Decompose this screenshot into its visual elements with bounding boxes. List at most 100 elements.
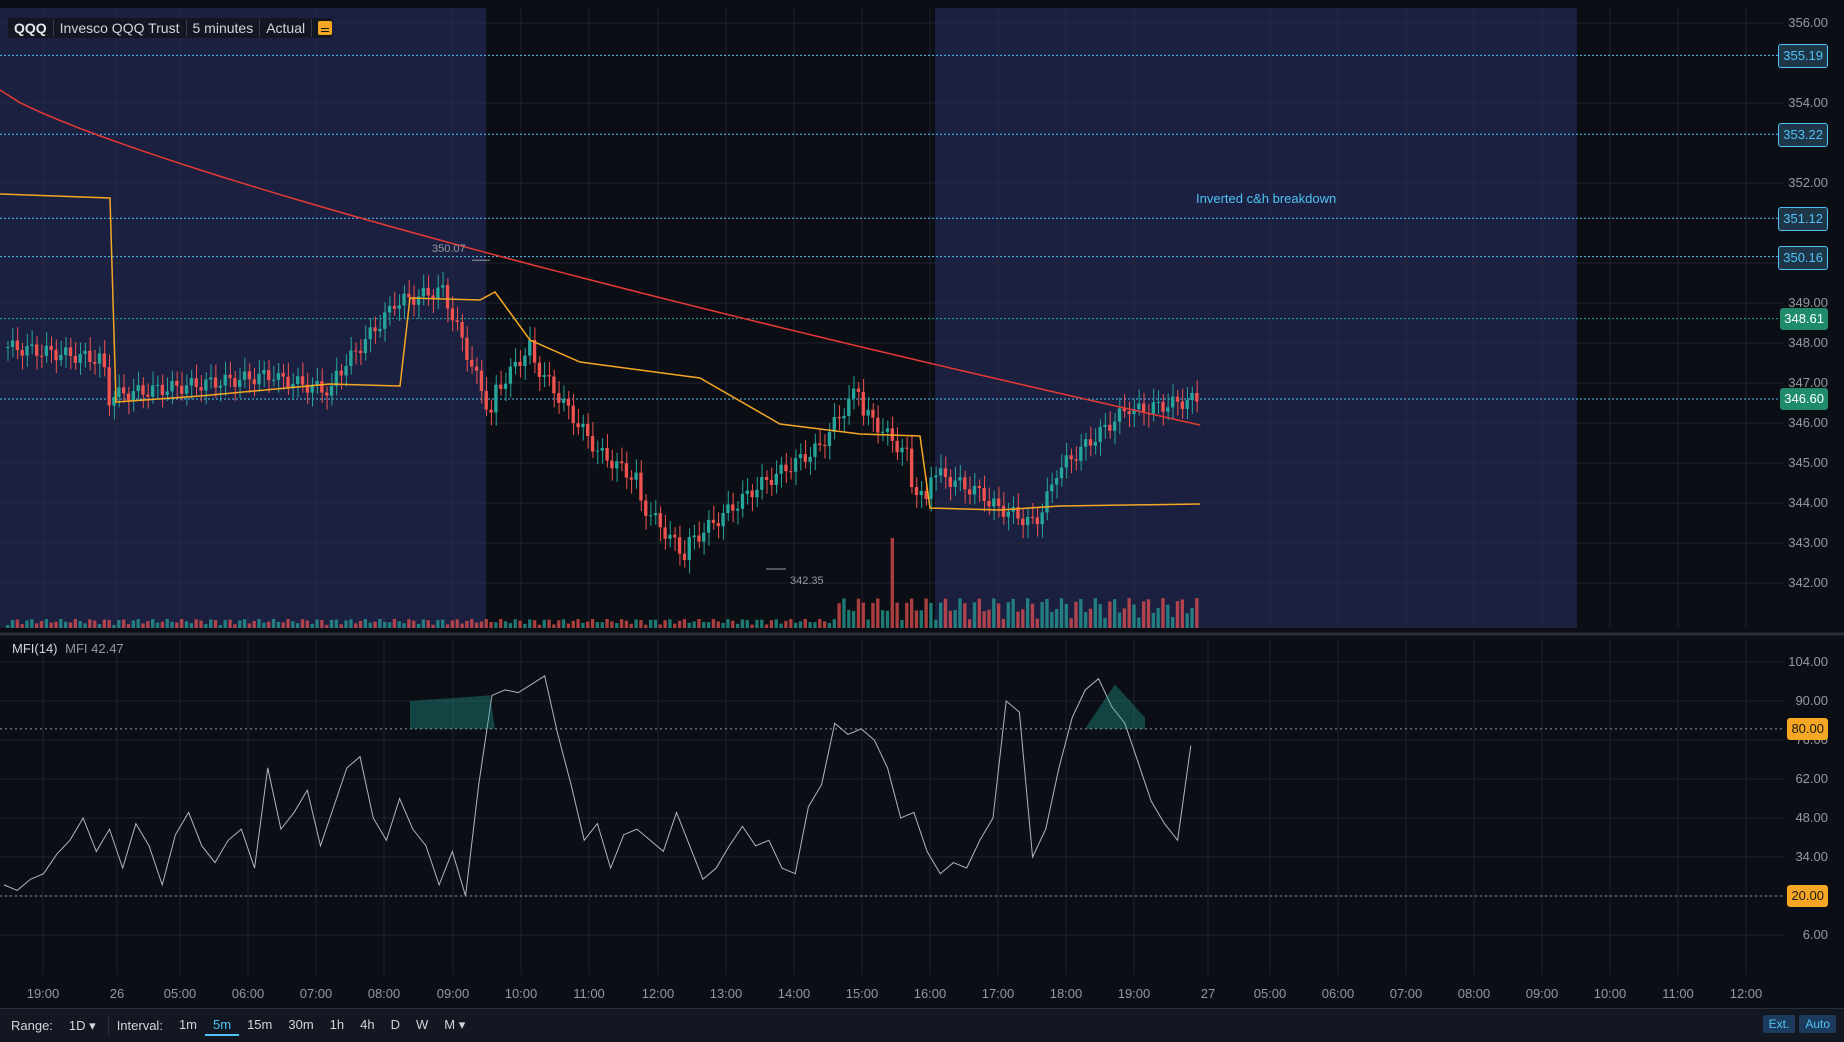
range-select[interactable]: 1D ▾ xyxy=(68,1017,96,1033)
volume-bar xyxy=(151,619,155,628)
volume-bar xyxy=(126,624,131,628)
chart-canvas[interactable] xyxy=(0,0,1844,1008)
volume-bar xyxy=(450,620,455,628)
interval-button-m[interactable]: M ▾ xyxy=(444,1017,466,1032)
volume-bar xyxy=(697,619,701,628)
volume-bar xyxy=(605,619,609,628)
interval-button-15m[interactable]: 15m xyxy=(247,1017,273,1032)
price-level-tag[interactable]: 353.22 xyxy=(1778,123,1828,148)
candle-body xyxy=(436,287,440,300)
candle-body xyxy=(242,371,247,380)
time-tick-label: 14:00 xyxy=(777,986,811,1001)
candle-body xyxy=(78,353,82,363)
volume-bar xyxy=(876,598,880,628)
adjustment-label[interactable]: Actual xyxy=(260,19,313,37)
interval-button-w[interactable]: W xyxy=(415,1017,429,1032)
time-tick-label: 05:00 xyxy=(1253,986,1287,1001)
candle-body xyxy=(6,347,10,348)
interval-label[interactable]: 5 minutes xyxy=(187,19,261,37)
volume-bar xyxy=(368,622,372,628)
volume-bar xyxy=(789,619,793,628)
volume-bar xyxy=(97,624,102,628)
interval-button-5m[interactable]: 5m xyxy=(205,1015,240,1036)
candle-body xyxy=(977,485,981,488)
candle-body xyxy=(644,500,648,516)
volume-bar xyxy=(919,610,923,628)
price-level-tag[interactable]: 350.16 xyxy=(1778,245,1828,270)
interval-button-4h[interactable]: 4h xyxy=(360,1017,375,1032)
candle-body xyxy=(677,537,682,554)
candle-body xyxy=(1006,511,1010,517)
interval-button-30m[interactable]: 30m xyxy=(288,1017,314,1032)
price-level-tag[interactable]: 355.19 xyxy=(1778,44,1828,69)
time-tick-label: 15:00 xyxy=(845,986,879,1001)
candle-body xyxy=(112,397,116,406)
candle-body xyxy=(262,370,266,374)
candle-body xyxy=(745,490,749,494)
candle-body xyxy=(803,454,807,462)
volume-bar xyxy=(257,619,261,628)
time-tick-label: 06:00 xyxy=(231,986,265,1001)
candle-body xyxy=(170,380,174,392)
toolbar-divider xyxy=(107,1015,109,1036)
volume-bar xyxy=(711,619,716,628)
volume-bar xyxy=(542,619,546,628)
candle-body xyxy=(716,523,720,527)
candle-body xyxy=(136,385,140,392)
candle-body xyxy=(189,378,194,386)
candle-body xyxy=(769,479,774,485)
time-tick-label: 17:00 xyxy=(981,986,1015,1001)
volume-bar xyxy=(189,623,194,628)
volume-bar xyxy=(494,622,498,628)
volume-bar xyxy=(1195,598,1199,628)
flag-icon[interactable] xyxy=(318,21,333,35)
candle-body xyxy=(673,534,677,538)
candle-body xyxy=(320,381,324,393)
symbol-name[interactable]: QQQ xyxy=(8,19,54,37)
candle-body xyxy=(518,361,522,367)
candle-body xyxy=(581,423,585,428)
volume-bar xyxy=(271,619,276,628)
candle-body xyxy=(450,308,455,321)
symbol-legend: QQQ Invesco QQQ Trust 5 minutes Actual xyxy=(8,18,333,38)
volume-bar xyxy=(755,619,759,628)
volume-bar xyxy=(484,619,488,628)
candle-body xyxy=(358,350,363,354)
volume-bar xyxy=(856,598,861,628)
interval-button-d[interactable]: D xyxy=(390,1017,400,1032)
candle-body xyxy=(378,328,382,332)
candle-body xyxy=(1161,401,1165,412)
mfi-name[interactable]: MFI(14) xyxy=(12,641,58,656)
candle-body xyxy=(325,392,329,396)
price-level-tag[interactable]: 348.61 xyxy=(1780,307,1828,330)
volume-bar xyxy=(470,619,474,628)
ext-button[interactable]: Ext. xyxy=(1762,1015,1796,1033)
volume-bar xyxy=(1190,607,1194,628)
volume-bar xyxy=(349,619,353,628)
candle-body xyxy=(871,409,875,418)
candle-body xyxy=(315,381,319,385)
time-tick-label: 08:00 xyxy=(367,986,401,1001)
volume-bar xyxy=(160,621,165,628)
candle-body xyxy=(934,475,938,478)
mfi-level-tag[interactable]: 20.00 xyxy=(1787,885,1828,907)
price-level-tag[interactable]: 346.60 xyxy=(1780,388,1828,410)
chart-annotation[interactable]: Inverted c&h breakdown xyxy=(1196,191,1337,206)
interval-button-1h[interactable]: 1h xyxy=(329,1017,345,1032)
candle-body xyxy=(421,287,426,297)
candle-body xyxy=(494,384,498,413)
candle-body xyxy=(813,443,817,457)
candle-body xyxy=(102,353,107,368)
candle-body xyxy=(639,472,643,501)
price-level-tag[interactable]: 351.12 xyxy=(1778,207,1828,232)
interval-button-1m[interactable]: 1m xyxy=(178,1017,197,1032)
candle-body xyxy=(895,440,899,453)
mfi-level-tag[interactable]: 80.00 xyxy=(1787,717,1828,740)
candle-body xyxy=(919,490,923,496)
volume-bar xyxy=(1045,598,1049,628)
auto-button[interactable]: Auto xyxy=(1799,1015,1836,1033)
candle-body xyxy=(740,493,745,509)
volume-bar xyxy=(136,619,140,628)
candle-body xyxy=(1035,517,1039,525)
candle-body xyxy=(1040,512,1044,525)
